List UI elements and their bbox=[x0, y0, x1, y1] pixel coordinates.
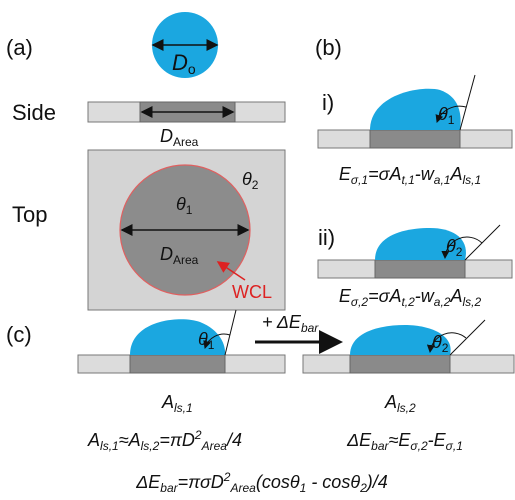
contact-area bbox=[129, 354, 226, 374]
drop bbox=[350, 325, 451, 355]
tangent bbox=[449, 319, 486, 356]
angle-arc bbox=[203, 333, 231, 349]
angle-arc bbox=[441, 236, 483, 259]
label: θ2 bbox=[242, 169, 259, 192]
tangent bbox=[464, 224, 501, 261]
equation: Als,1≈Als,2=πD2Area/4 bbox=[87, 428, 242, 453]
equation: ΔEbar≈Eσ,2-Eσ,1 bbox=[346, 430, 463, 453]
angle-arc bbox=[426, 332, 467, 353]
panel-label: (a) bbox=[6, 35, 33, 60]
case-label: i) bbox=[322, 90, 334, 115]
tangent bbox=[224, 309, 237, 356]
row-label: Top bbox=[12, 202, 47, 227]
equation: Eσ,2=σAt,2-wa,2Als,2 bbox=[339, 286, 482, 309]
label: DArea bbox=[160, 126, 199, 149]
contact-area bbox=[374, 259, 466, 279]
label: θ2 bbox=[446, 236, 463, 259]
row-label: Side bbox=[12, 100, 56, 125]
panel-label: (c) bbox=[6, 322, 32, 347]
drop bbox=[130, 319, 226, 355]
label: θ1 bbox=[176, 194, 193, 217]
angle-arc bbox=[435, 105, 467, 123]
contact-area bbox=[369, 129, 461, 149]
equation: ΔEbar=πσD2Area(cosθ1 - cosθ2)/4 bbox=[135, 470, 388, 495]
label: Als,2 bbox=[384, 392, 416, 415]
contact-area bbox=[349, 354, 451, 374]
tangent bbox=[459, 74, 476, 131]
label: DArea bbox=[160, 244, 199, 267]
equation: Eσ,1=σAt,1-wa,1Als,1 bbox=[339, 164, 481, 187]
label: WCL bbox=[232, 282, 272, 302]
arrow bbox=[216, 261, 246, 281]
case-label: ii) bbox=[318, 225, 335, 250]
label: θ1 bbox=[438, 104, 455, 127]
label: + ΔEbar bbox=[262, 312, 319, 335]
label: Do bbox=[172, 50, 196, 77]
label: θ2 bbox=[432, 332, 449, 355]
panel-label: (b) bbox=[315, 35, 342, 60]
label: θ1 bbox=[198, 329, 215, 352]
labels: (a) (b) (c) Side Top i) ii) bbox=[6, 35, 342, 347]
label: Als,1 bbox=[161, 392, 193, 415]
